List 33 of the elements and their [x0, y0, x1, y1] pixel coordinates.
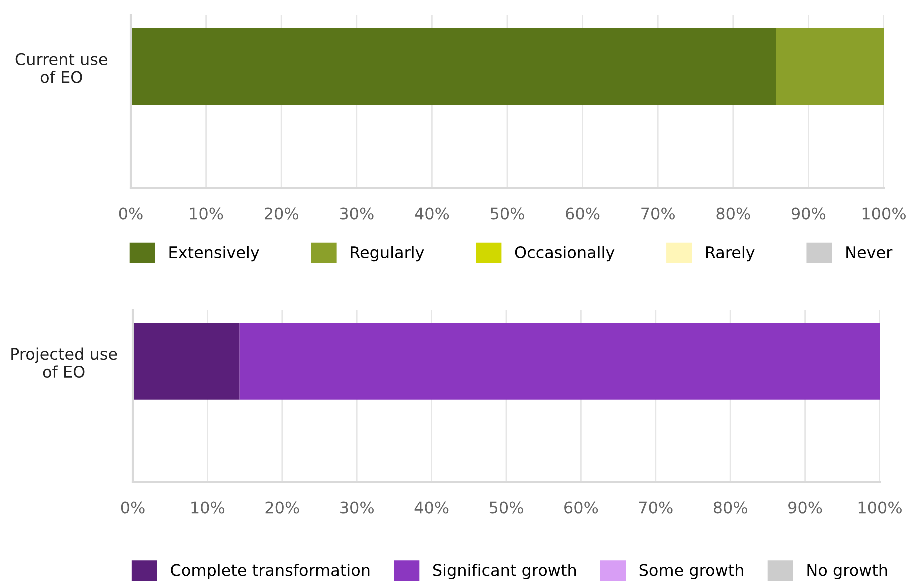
- x-tick-label: 0%: [121, 502, 145, 514]
- x-tick-label: 100%: [858, 502, 902, 514]
- x-tick-label: 0%: [119, 208, 143, 220]
- legend-label: Rarely: [706, 246, 755, 262]
- legend-label: Some growth: [640, 564, 744, 580]
- legend-label: Occasionally: [515, 246, 615, 262]
- legend-label: No growth: [808, 564, 888, 580]
- legend-label: Extensively: [170, 246, 260, 262]
- x-tick-label: 90%: [792, 208, 826, 220]
- x-tick-label: 80%: [716, 208, 750, 220]
- x-tick-label: 10%: [190, 208, 224, 220]
- x-tick-label: 10%: [192, 502, 225, 514]
- x-tick-label: 90%: [788, 502, 822, 514]
- legend-label: Complete transformation: [171, 564, 370, 580]
- legend-label: Significant growth: [433, 564, 576, 580]
- x-tick-label: 80%: [714, 502, 748, 514]
- y-tick-label: Current use of EO: [16, 53, 108, 84]
- legend-label: Never: [846, 246, 893, 259]
- x-tick-label: 70%: [639, 502, 673, 514]
- x-tick-label: 20%: [266, 502, 300, 514]
- x-tick-label: 40%: [414, 502, 449, 514]
- legend-label: Regularly: [351, 246, 424, 262]
- y-tick-label: Projected use of EO: [12, 348, 118, 378]
- x-tick-label: 30%: [340, 502, 374, 514]
- x-tick-label: 40%: [415, 208, 450, 220]
- x-tick-label: 20%: [265, 208, 298, 220]
- x-tick-label: 100%: [862, 208, 906, 220]
- x-tick-label: 70%: [642, 208, 675, 220]
- x-tick-label: 60%: [564, 502, 598, 514]
- x-tick-label: 50%: [490, 502, 524, 514]
- x-tick-label: 30%: [340, 208, 374, 220]
- x-tick-label: 60%: [566, 208, 600, 220]
- x-tick-label: 50%: [490, 208, 524, 220]
